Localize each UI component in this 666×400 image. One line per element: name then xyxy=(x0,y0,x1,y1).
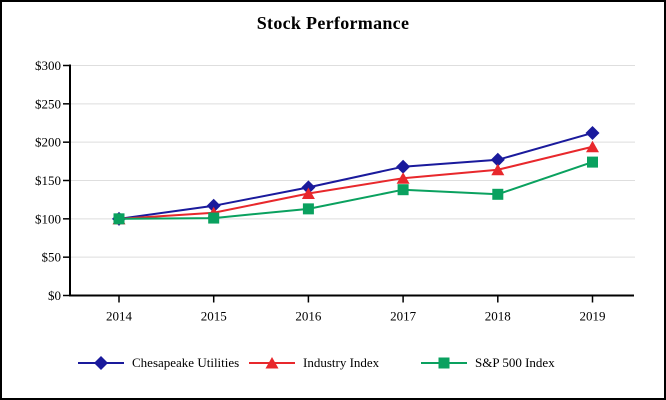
data-point-square-s-p-500-index xyxy=(397,184,409,196)
x-tick-label: 2015 xyxy=(201,309,227,324)
y-tick-label: $300 xyxy=(35,58,61,73)
data-point-triangle-industry-index xyxy=(491,163,505,176)
data-point-diamond-chesapeake-utilities xyxy=(206,198,221,213)
y-tick-label: $50 xyxy=(42,250,62,265)
data-point-diamond-chesapeake-utilities xyxy=(490,152,505,167)
data-point-square-s-p-500-index xyxy=(587,156,598,168)
series-line-industry-index xyxy=(118,145,593,220)
data-point-square-s-p-500-index xyxy=(492,188,504,200)
x-tick-label: 2017 xyxy=(390,309,417,324)
data-point-square-s-p-500-index xyxy=(208,212,220,224)
y-tick-label: $100 xyxy=(35,211,61,226)
data-point-triangle-industry-index xyxy=(586,140,599,153)
y-tick-label: $0 xyxy=(48,288,61,303)
series-line-chesapeake-utilities xyxy=(118,132,593,220)
y-tick-label: $150 xyxy=(35,173,61,188)
y-tick-label: $200 xyxy=(35,135,61,150)
x-tick-label: 2019 xyxy=(580,309,606,324)
data-point-square-s-p-500-index xyxy=(113,213,125,225)
data-point-square-s-p-500-index xyxy=(302,203,314,215)
data-point-diamond-chesapeake-utilities xyxy=(396,159,411,174)
series-line-s-p-500-index xyxy=(118,161,593,220)
data-point-diamond-chesapeake-utilities xyxy=(585,125,600,140)
data-point-triangle-industry-index xyxy=(396,172,410,184)
x-tick-label: 2016 xyxy=(295,309,322,324)
data-point-triangle-industry-index xyxy=(301,187,315,200)
chart-title: Stock Performance xyxy=(256,13,410,33)
x-tick-label: 2014 xyxy=(106,309,133,324)
y-tick-label: $250 xyxy=(35,96,61,111)
data-point-diamond-chesapeake-utilities xyxy=(301,180,316,195)
x-tick-label: 2018 xyxy=(485,309,511,324)
